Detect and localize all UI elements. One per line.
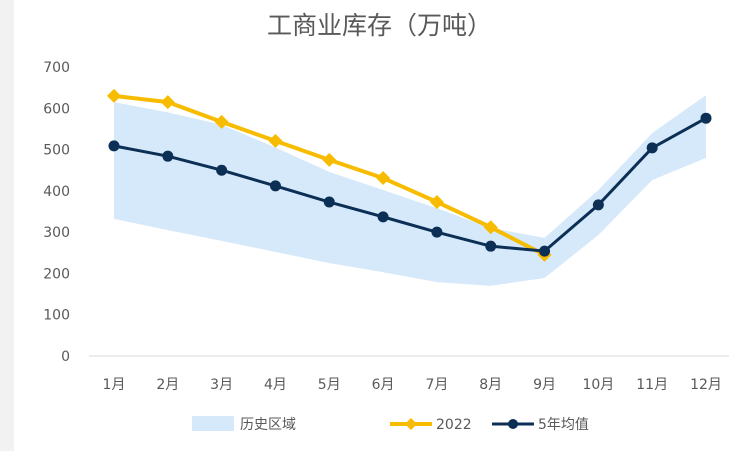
x-tick-label: 3月 bbox=[210, 377, 233, 393]
data-point-circle bbox=[377, 211, 389, 223]
data-point-circle bbox=[108, 140, 120, 152]
data-point-circle bbox=[539, 245, 551, 257]
x-tick-label: 6月 bbox=[372, 377, 395, 393]
x-tick-label: 10月 bbox=[582, 377, 614, 393]
x-tick-label: 8月 bbox=[479, 377, 502, 393]
x-tick-label: 1月 bbox=[103, 377, 126, 393]
x-tick-label: 11月 bbox=[636, 377, 668, 393]
legend-label-band: 历史区域 bbox=[240, 417, 296, 433]
y-tick-label: 300 bbox=[43, 225, 70, 241]
x-tick-label: 9月 bbox=[533, 377, 556, 393]
data-point-diamond bbox=[376, 171, 391, 186]
legend-marker-diamond bbox=[405, 418, 417, 430]
y-tick-label: 100 bbox=[43, 308, 70, 324]
data-point-circle bbox=[700, 112, 712, 124]
x-tick-label: 2月 bbox=[156, 377, 179, 393]
legend-label-2022: 2022 bbox=[436, 417, 472, 433]
y-tick-label: 700 bbox=[43, 60, 70, 76]
data-point-circle bbox=[269, 180, 281, 192]
y-tick-label: 500 bbox=[43, 143, 70, 159]
data-point-circle bbox=[323, 196, 335, 208]
x-tick-label: 4月 bbox=[264, 377, 287, 393]
data-point-circle bbox=[162, 150, 174, 162]
y-tick-label: 0 bbox=[61, 349, 70, 365]
data-point-diamond bbox=[483, 220, 498, 235]
data-point-diamond bbox=[107, 88, 121, 103]
data-point-circle bbox=[646, 142, 658, 154]
y-tick-label: 400 bbox=[43, 184, 70, 200]
data-point-diamond bbox=[160, 95, 175, 110]
legend-label-5年均值: 5年均值 bbox=[538, 417, 589, 433]
x-tick-label: 7月 bbox=[425, 377, 448, 393]
x-tick-label: 5月 bbox=[318, 377, 341, 393]
x-tick-label: 12月 bbox=[690, 377, 722, 393]
data-point-circle bbox=[485, 240, 497, 252]
data-point-circle bbox=[431, 226, 443, 238]
y-tick-label: 600 bbox=[43, 101, 70, 117]
data-point-diamond bbox=[268, 133, 283, 148]
data-point-diamond bbox=[429, 195, 444, 210]
series-line-5年均值 bbox=[113, 116, 707, 253]
data-point-circle bbox=[592, 199, 604, 211]
y-tick-label: 200 bbox=[43, 266, 70, 282]
data-point-diamond bbox=[214, 114, 229, 129]
legend-swatch-band bbox=[192, 416, 234, 431]
line-chart: 0 100 200 300 400 500 600 700 1月 2月 3月 4月 5月 6月 7月 8月 9月… bbox=[43, 60, 729, 433]
legend-marker-circle bbox=[508, 419, 518, 429]
data-point-circle bbox=[216, 164, 228, 176]
data-point-diamond bbox=[322, 152, 337, 167]
chart-title: 工商业库存（万吨） bbox=[266, 11, 492, 40]
